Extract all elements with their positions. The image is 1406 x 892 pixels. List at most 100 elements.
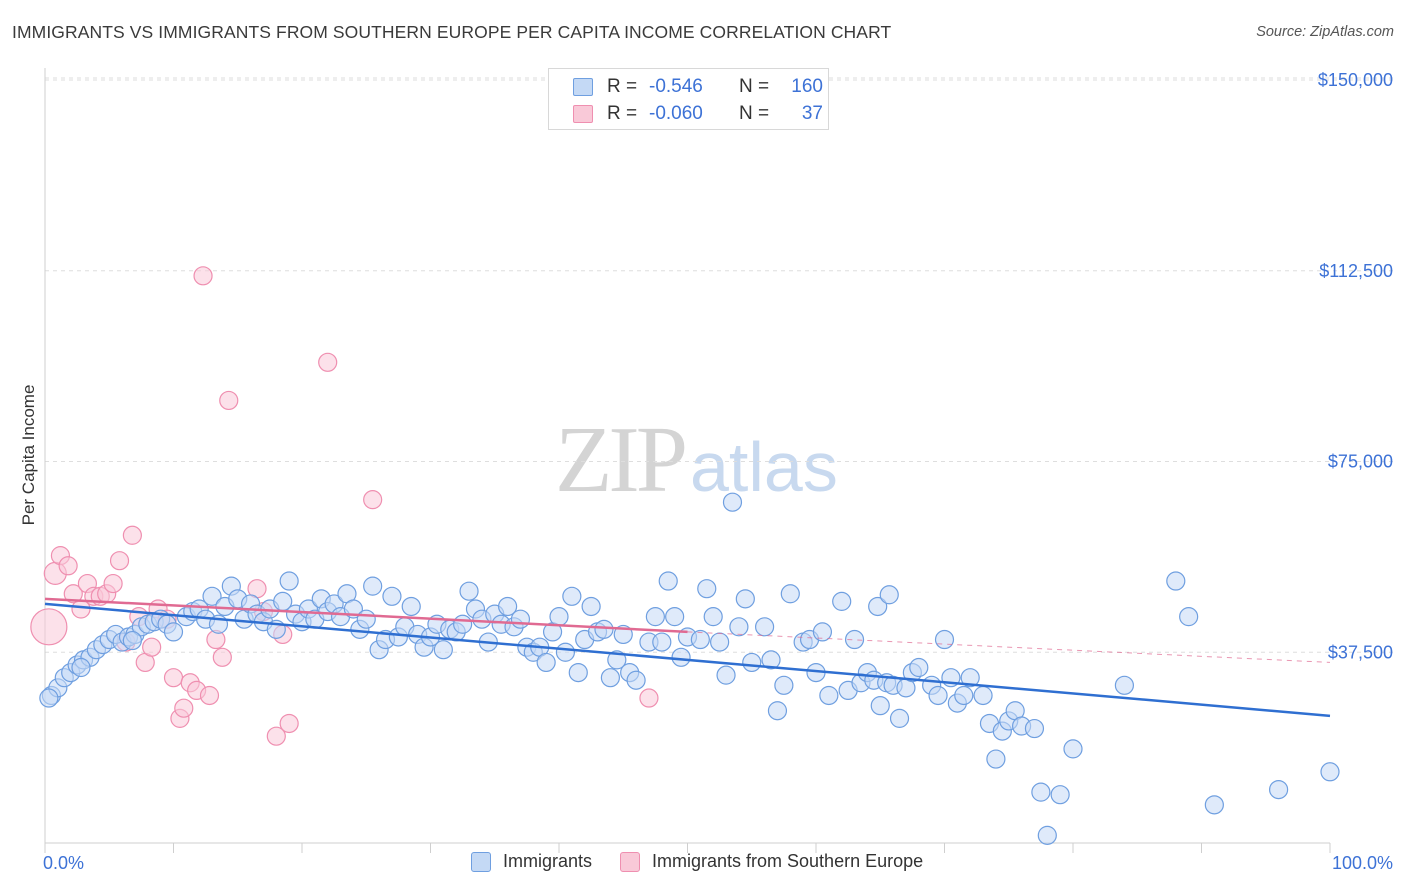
trendline-southern-europe bbox=[44, 597, 688, 634]
data-point-immigrants bbox=[844, 629, 865, 650]
series-swatch-southern-europe bbox=[620, 851, 641, 872]
data-point-immigrants bbox=[954, 685, 974, 706]
data-point-immigrants bbox=[1114, 675, 1135, 695]
data-point-immigrants bbox=[832, 591, 852, 611]
legend-swatch-immigrants bbox=[573, 78, 593, 96]
data-point-immigrants bbox=[607, 650, 627, 670]
series-immigrants-points bbox=[39, 492, 1340, 845]
data-point-immigrants bbox=[433, 640, 453, 660]
legend-n-value: 37 bbox=[801, 103, 823, 124]
trendline-immigrants bbox=[44, 602, 1331, 718]
data-point-immigrants bbox=[163, 622, 184, 642]
data-point-southern-europe bbox=[122, 525, 142, 545]
data-point-immigrants bbox=[39, 688, 59, 708]
legend-swatch-southern-europe bbox=[573, 105, 593, 123]
y-tick-label: $75,000 bbox=[1328, 452, 1393, 472]
series-label-southern-europe: Immigrants from Southern Europe bbox=[652, 851, 924, 871]
legend-n-value: 160 bbox=[791, 76, 823, 97]
data-point-immigrants bbox=[510, 609, 531, 629]
data-point-immigrants bbox=[735, 589, 755, 609]
legend-n-label: N = bbox=[739, 103, 770, 124]
data-point-immigrants bbox=[879, 585, 899, 605]
x-tick-labels: 0.0% 100.0% bbox=[43, 853, 1393, 873]
data-point-immigrants bbox=[279, 571, 299, 591]
data-point-immigrants bbox=[356, 609, 376, 629]
data-point-southern-europe bbox=[142, 637, 162, 657]
data-point-southern-europe bbox=[174, 698, 194, 718]
data-point-immigrants bbox=[761, 650, 781, 670]
data-point-immigrants bbox=[1063, 739, 1083, 759]
legend-r-label: R = bbox=[607, 103, 638, 124]
data-point-immigrants bbox=[703, 607, 723, 627]
data-point-immigrants bbox=[909, 657, 929, 678]
data-point-southern-europe bbox=[163, 668, 184, 688]
x-tick-label: 100.0% bbox=[1332, 853, 1393, 873]
data-point-immigrants bbox=[1268, 779, 1289, 800]
axes bbox=[44, 68, 1331, 853]
chart-title: IMMIGRANTS VS IMMIGRANTS FROM SOUTHERN E… bbox=[12, 22, 892, 42]
data-point-southern-europe bbox=[212, 647, 232, 667]
data-point-immigrants bbox=[658, 571, 678, 591]
data-point-southern-europe bbox=[199, 685, 220, 706]
data-point-immigrants bbox=[453, 614, 473, 634]
data-point-immigrants bbox=[1320, 762, 1340, 782]
series-label-immigrants: Immigrants bbox=[503, 851, 593, 871]
data-point-immigrants bbox=[973, 685, 993, 706]
legend-row-southern-europe: R = -0.060 N = 37 bbox=[573, 101, 823, 127]
data-point-immigrants bbox=[581, 596, 601, 617]
data-point-immigrants bbox=[960, 668, 980, 688]
data-point-immigrants bbox=[1204, 795, 1224, 815]
data-point-immigrants bbox=[1024, 718, 1045, 739]
data-point-immigrants bbox=[652, 632, 672, 652]
data-point-immigrants bbox=[767, 701, 788, 721]
data-point-immigrants bbox=[1031, 782, 1051, 802]
data-point-southern-europe bbox=[58, 556, 78, 576]
legend-r-value: -0.546 bbox=[649, 76, 703, 97]
data-point-immigrants bbox=[742, 652, 762, 673]
data-point-immigrants bbox=[986, 749, 1006, 769]
data-point-immigrants bbox=[722, 492, 743, 512]
data-point-immigrants bbox=[934, 629, 955, 650]
data-point-immigrants bbox=[1037, 825, 1057, 845]
series-legend-immigrants: Immigrants bbox=[471, 851, 592, 872]
data-point-immigrants bbox=[459, 581, 479, 601]
data-point-immigrants bbox=[498, 596, 518, 617]
y-tick-label: $150,000 bbox=[1318, 70, 1393, 90]
legend-n-label: N = bbox=[739, 76, 770, 97]
data-point-immigrants bbox=[71, 657, 91, 678]
data-point-immigrants bbox=[600, 668, 621, 688]
data-point-immigrants bbox=[1166, 571, 1186, 591]
trendline-southern-europe-extension bbox=[687, 631, 1331, 663]
data-point-immigrants bbox=[690, 629, 710, 650]
data-point-immigrants bbox=[819, 685, 839, 706]
data-point-immigrants bbox=[754, 617, 775, 637]
data-point-southern-europe bbox=[109, 551, 130, 571]
source-credit: Source: ZipAtlas.com bbox=[1256, 24, 1394, 40]
data-point-southern-europe bbox=[639, 688, 659, 708]
data-point-immigrants bbox=[671, 647, 691, 667]
gridlines bbox=[45, 77, 1395, 653]
correlation-legend: R = -0.546 N = 160 R = -0.060 N = 37 bbox=[548, 68, 829, 130]
data-point-immigrants bbox=[562, 586, 582, 606]
data-point-immigrants bbox=[549, 607, 569, 627]
data-point-immigrants bbox=[1050, 785, 1070, 805]
data-point-southern-europe bbox=[219, 390, 239, 411]
data-point-immigrants bbox=[716, 665, 736, 685]
data-point-immigrants bbox=[555, 642, 576, 662]
legend-row-immigrants: R = -0.546 N = 160 bbox=[573, 74, 823, 100]
data-point-immigrants bbox=[812, 622, 833, 642]
data-point-immigrants bbox=[626, 670, 646, 690]
series-southern-europe-points bbox=[30, 266, 659, 746]
data-point-immigrants bbox=[363, 576, 383, 596]
x-tick-label: 0.0% bbox=[43, 853, 84, 873]
legend-r-value: -0.060 bbox=[649, 103, 703, 124]
legend-r-label: R = bbox=[607, 76, 638, 97]
data-point-immigrants bbox=[889, 708, 910, 728]
data-point-southern-europe bbox=[30, 608, 68, 646]
data-point-southern-europe bbox=[318, 352, 338, 372]
y-tick-labels: $37,500 $75,000 $112,500 $150,000 bbox=[1318, 70, 1393, 662]
data-point-immigrants bbox=[645, 607, 665, 627]
series-legend-southern-europe: Immigrants from Southern Europe bbox=[620, 851, 923, 872]
data-point-southern-europe bbox=[193, 266, 213, 286]
